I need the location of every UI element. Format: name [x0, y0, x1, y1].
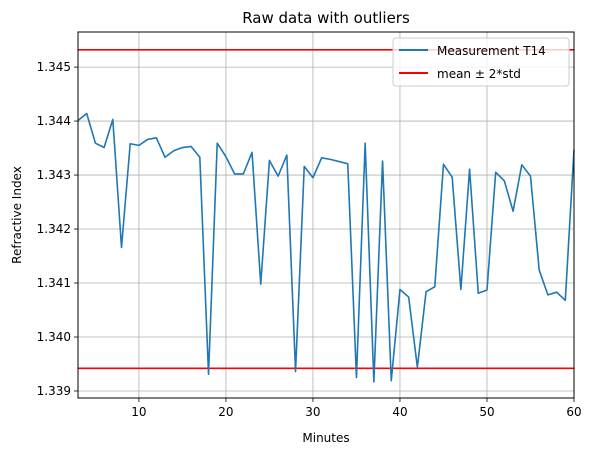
y-tick-label: 1.340 — [37, 330, 71, 344]
series-line-measurement — [77, 112, 575, 383]
x-tick-label: 30 — [305, 405, 320, 419]
y-tick-label: 1.344 — [37, 114, 71, 128]
x-tick-label: 10 — [131, 405, 146, 419]
y-tick-label: 1.342 — [37, 222, 71, 236]
legend-label-measurement: Measurement T14 — [437, 44, 546, 58]
legend-label-mean-std: mean ± 2*std — [437, 67, 521, 81]
x-tick-label: 60 — [566, 405, 581, 419]
x-tick-label: 50 — [479, 405, 494, 419]
x-tick-label: 20 — [218, 405, 233, 419]
x-axis-label: Minutes — [302, 431, 349, 445]
axis-ticks: 10 20 30 40 50 60 1.339 1.340 1.341 1.342 1.343 1.3… — [37, 60, 582, 419]
chart-title: Raw data with outliers — [242, 9, 410, 27]
y-tick-label: 1.343 — [37, 168, 71, 182]
y-axis-label: Refractive Index — [10, 166, 24, 264]
y-tick-label: 1.345 — [37, 60, 71, 74]
legend-box — [392, 37, 570, 87]
plot-frame — [77, 31, 575, 399]
y-tick-label: 1.339 — [37, 384, 71, 398]
x-tick-label: 40 — [392, 405, 407, 419]
series-group — [77, 112, 575, 383]
y-tick-label: 1.341 — [37, 276, 71, 290]
legend: Measurement T14 mean ± 2*std — [392, 37, 570, 87]
